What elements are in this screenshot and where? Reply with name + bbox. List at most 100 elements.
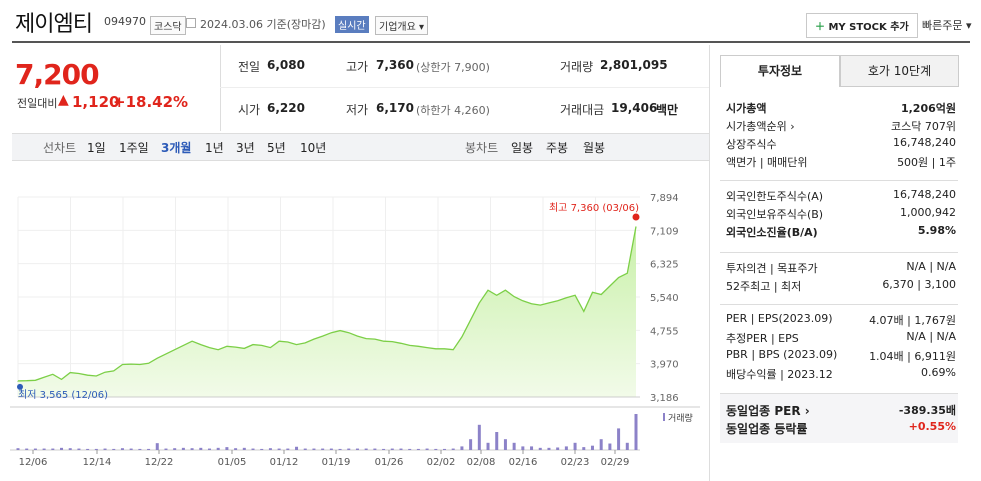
volume-bar [260, 448, 264, 450]
candle-0[interactable]: 일봉 [511, 141, 534, 155]
change-value: 1,120 [72, 93, 120, 111]
info-row: 외국인소진율(B/A) 5.98% [726, 224, 956, 242]
candle-2[interactable]: 월봉 [583, 141, 606, 155]
info-value: 1.04배 | 6,911원 [869, 350, 956, 363]
volume-bar [173, 448, 177, 450]
info-row: 상장주식수 16,748,240 [726, 136, 956, 154]
volume-bar [390, 448, 394, 450]
divider [220, 45, 221, 131]
stock-name: 제이엠티 [15, 12, 93, 37]
period-5[interactable]: 5년 [267, 141, 286, 155]
quick-order-button[interactable]: 빠른주문 ▾ [922, 19, 972, 32]
prev-label: 전일 [238, 60, 261, 74]
volume-bar [564, 446, 568, 450]
info-row: 액면가 | 매매단위 500원 | 1주 [726, 154, 956, 172]
period-bar [12, 133, 710, 161]
info-label: 배당수익률 | 2023.12 [726, 368, 833, 381]
volume-bar [25, 448, 29, 450]
volume-bar [547, 447, 551, 450]
low-value: 6,170 [376, 101, 414, 115]
volume-bar [521, 446, 525, 450]
volume-bar [382, 448, 386, 450]
volume-bar [364, 448, 368, 450]
volume-legend-icon [663, 413, 665, 421]
x-tick-label: 12/22 [145, 457, 174, 468]
x-tick-label: 12/14 [83, 457, 112, 468]
period-2[interactable]: 3개월 [161, 141, 192, 155]
y-tick-label: 4,755 [650, 326, 679, 337]
info-label: 시가총액순위 › [726, 120, 795, 133]
period-1[interactable]: 1주일 [119, 141, 149, 155]
info-row: 외국인한도주식수(A) 16,748,240 [726, 188, 956, 206]
stock-code: 094970 [104, 15, 146, 28]
amount-value: 19,406 [611, 101, 658, 115]
info-label: 상장주식수 [726, 138, 777, 151]
x-tick-label: 02/23 [561, 457, 590, 468]
volume-bar [338, 448, 342, 450]
volume-bar [94, 448, 98, 450]
info-label: 외국인소진율(B/A) [726, 226, 818, 239]
x-tick-label: 02/16 [509, 457, 538, 468]
period-4[interactable]: 3년 [236, 141, 255, 155]
price-chart[interactable]: 7,894 7,109 6,325 5,540 4,755 3,970 3,186 최고 7,… [0, 162, 712, 472]
info-value: 0.69% [921, 366, 956, 379]
period-6[interactable]: 10년 [300, 141, 327, 155]
info-row: 배당수익률 | 2023.12 0.69% [726, 366, 956, 384]
section-divider [720, 252, 958, 253]
change-label: 전일대비 [17, 97, 58, 110]
x-tick-label: 02/02 [427, 457, 456, 468]
volume-bar [242, 447, 246, 450]
volume-bar [599, 439, 603, 450]
volume-bar [164, 448, 168, 450]
y-tick-label: 7,894 [650, 193, 679, 204]
volume-bar [303, 448, 307, 450]
volume-bar [573, 442, 577, 450]
x-tick-label: 01/19 [322, 457, 351, 468]
info-label: 액면가 | 매매단위 [726, 156, 808, 169]
volume-bar [268, 448, 272, 450]
info-row: PER | EPS(2023.09) 4.07배 | 1,767원 [726, 312, 956, 330]
volume-bar [347, 448, 351, 450]
price-line [17, 226, 637, 382]
tab-hoga[interactable]: 호가 10단계 [840, 55, 959, 87]
change-pct: +18.42% [113, 93, 189, 111]
volume-bar [634, 414, 638, 450]
info-label: PER | EPS(2023.09) [726, 312, 833, 325]
min-label: 최저 3,565 (12/06) [18, 389, 108, 401]
info-value: 4.07배 | 1,767원 [869, 314, 956, 327]
info-row: 시가총액 1,206억원 [726, 100, 956, 118]
amount-label: 거래대금 [560, 103, 605, 117]
volume-bar [155, 443, 159, 450]
volume-bar [582, 447, 586, 450]
period-3[interactable]: 1년 [205, 141, 224, 155]
candle-1[interactable]: 주봉 [546, 141, 569, 155]
volume-bar [120, 448, 124, 450]
info-value: 코스닥 707위 [891, 120, 956, 133]
volume-bar [225, 447, 229, 450]
volume-bar [181, 447, 185, 450]
divider [220, 87, 710, 88]
volume-bar [451, 448, 455, 450]
period-0[interactable]: 1일 [87, 141, 106, 155]
mystock-add-button[interactable]: ＋ MY STOCK 추가 [806, 13, 918, 38]
price-area [18, 226, 636, 397]
header-divider [12, 41, 970, 43]
x-tick-label: 01/26 [375, 457, 404, 468]
info-value: 1,206억원 [900, 102, 956, 115]
max-label: 최고 7,360 (03/06) [549, 202, 639, 214]
volume-bar [329, 448, 333, 450]
info-value: 1,000,942 [900, 206, 956, 219]
info-label: 52주최고 | 최저 [726, 280, 802, 293]
volume-bar [103, 448, 107, 450]
info-value: 16,748,240 [893, 188, 956, 201]
company-info-button[interactable]: 기업개요 ▾ [375, 16, 428, 35]
realtime-badge[interactable]: 실시간 [335, 16, 369, 33]
volume-bar [33, 448, 37, 450]
tab-invest-info[interactable]: 투자정보 [720, 55, 840, 87]
volume-bar [469, 439, 473, 450]
volume-bar [286, 448, 290, 450]
market-badge: 코스닥 [150, 16, 186, 35]
open-value: 6,220 [267, 101, 305, 115]
high-label: 고가 [346, 60, 369, 74]
volume-bar [77, 448, 81, 450]
